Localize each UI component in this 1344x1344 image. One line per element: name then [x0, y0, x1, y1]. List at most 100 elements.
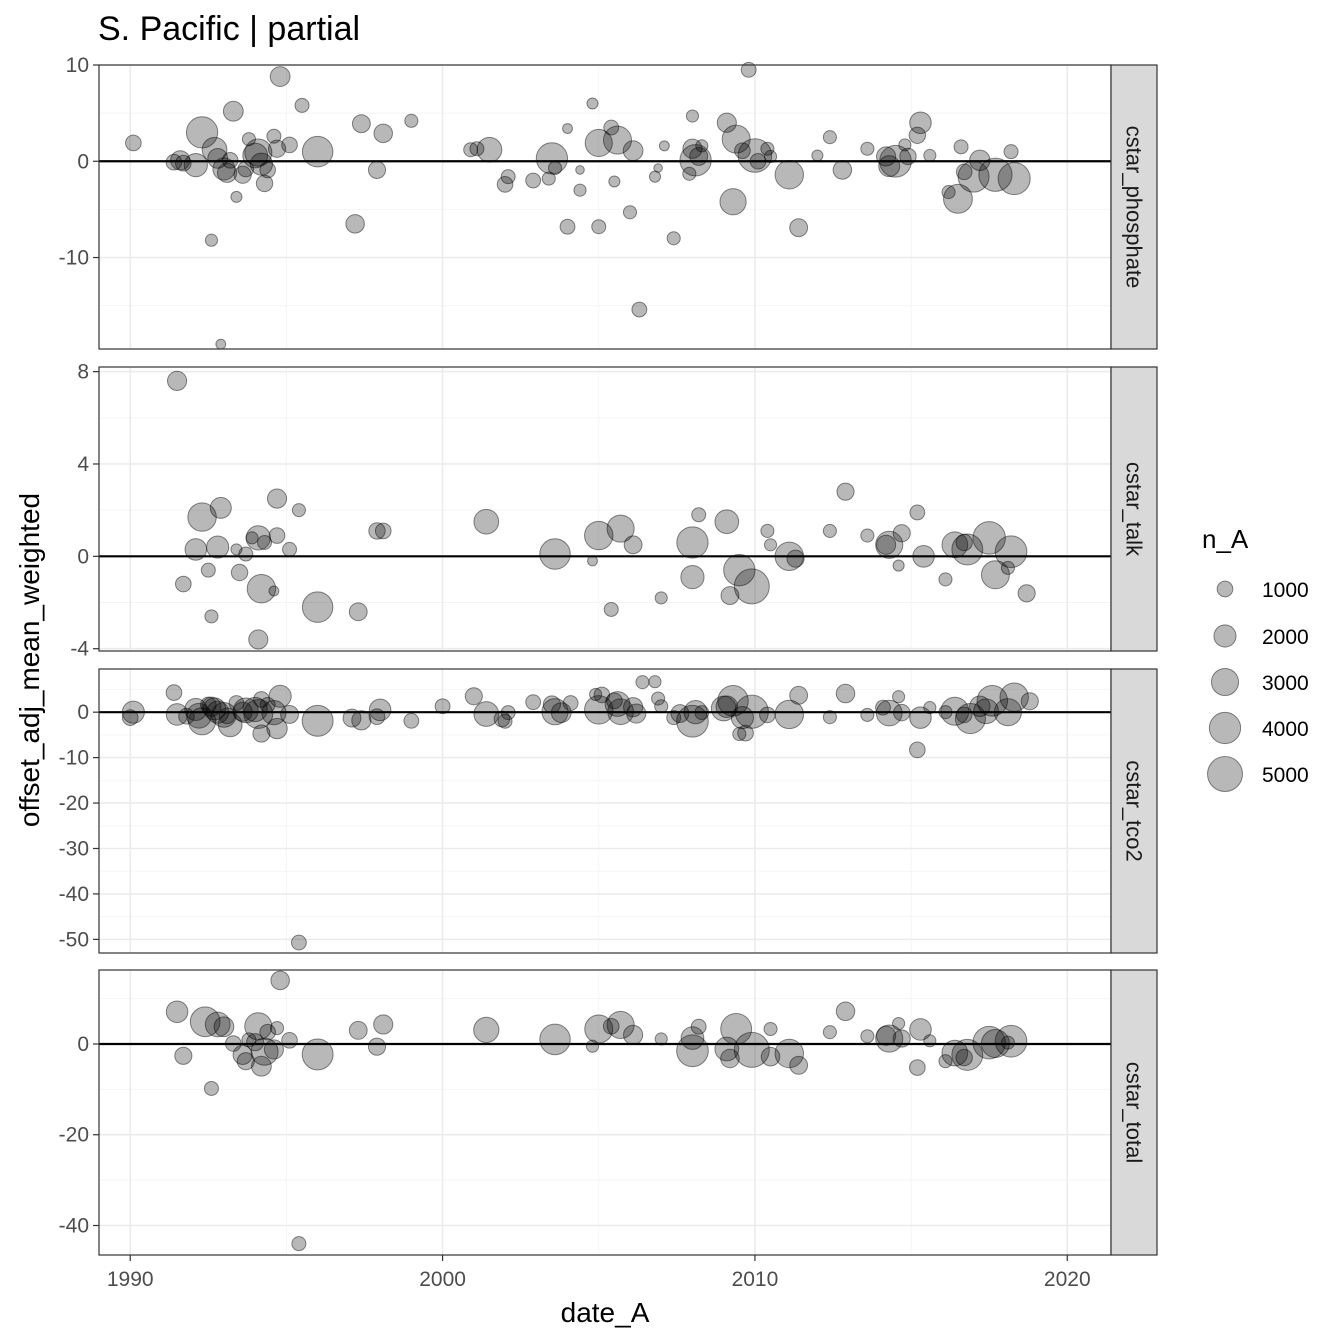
data-point: [185, 116, 219, 149]
data-point: [539, 538, 571, 570]
data-point: [368, 522, 386, 540]
data-point: [211, 702, 237, 728]
data-point: [951, 1038, 984, 1071]
data-point: [892, 690, 906, 704]
data-point: [682, 166, 697, 181]
data-point: [294, 97, 310, 113]
data-point: [221, 151, 239, 169]
data-point: [694, 705, 710, 721]
data-point: [789, 1055, 809, 1075]
data-point: [690, 1018, 707, 1035]
data-point: [763, 538, 778, 552]
data-point: [860, 141, 875, 156]
points-cstar-phosphate: [125, 61, 1031, 350]
data-point: [253, 691, 270, 708]
data-point: [584, 520, 614, 551]
y-tick-label: 0: [77, 701, 89, 724]
data-point: [301, 704, 334, 737]
chart-title: S. Pacific | partial: [98, 10, 360, 48]
data-point: [908, 126, 927, 144]
data-point: [836, 482, 855, 501]
panel-background: [99, 65, 1111, 349]
data-point: [941, 531, 969, 559]
data-point: [204, 1011, 231, 1038]
legend-key-background: [1204, 614, 1246, 658]
data-point: [689, 147, 709, 166]
data-point: [562, 123, 573, 134]
size-legend: n_A 1000 2000 3000 4000 5000: [1202, 524, 1309, 796]
data-point: [955, 706, 973, 724]
data-point: [943, 183, 973, 214]
data-point: [525, 694, 542, 711]
data-point: [535, 142, 569, 175]
data-point: [259, 1023, 276, 1041]
data-point: [954, 702, 986, 735]
data-point: [626, 703, 647, 724]
data-point: [604, 691, 631, 717]
data-point: [876, 146, 897, 167]
data-point: [676, 704, 709, 738]
data-point: [691, 507, 707, 523]
data-point: [737, 138, 773, 173]
y-tick-label: -10: [59, 747, 89, 770]
data-point: [606, 1010, 635, 1039]
data-point: [923, 148, 937, 163]
y-tick-label: -50: [59, 928, 89, 951]
data-point: [676, 526, 709, 559]
data-point: [951, 533, 984, 566]
legend-key-point: [1213, 624, 1237, 648]
data-point: [174, 1046, 193, 1065]
data-point: [994, 1024, 1028, 1058]
data-point: [473, 1016, 500, 1044]
data-point: [685, 109, 700, 123]
data-point: [717, 685, 749, 717]
data-point: [541, 171, 556, 186]
x-axis-title: date_A: [561, 1297, 650, 1328]
points-cstar-total: [165, 970, 1028, 1252]
data-point: [1017, 584, 1036, 603]
data-point: [899, 147, 917, 166]
panel-background: [99, 970, 1111, 1255]
y-tick-label: 8: [77, 361, 89, 384]
data-point: [189, 1006, 221, 1038]
data-point: [860, 528, 875, 543]
data-point: [955, 1048, 973, 1067]
data-point: [230, 190, 243, 203]
data-point: [246, 573, 277, 604]
data-point: [259, 161, 276, 179]
x-axis: 1990 2000 2010 2020: [107, 1255, 1091, 1291]
data-point: [892, 559, 905, 572]
data-point: [723, 554, 756, 587]
data-point: [248, 629, 269, 650]
data-point: [202, 697, 227, 721]
data-point: [246, 1033, 265, 1052]
data-point: [972, 521, 1006, 555]
data-point: [606, 692, 623, 710]
data-point: [976, 685, 1009, 717]
data-point: [345, 214, 365, 234]
data-point: [257, 534, 273, 550]
data-point: [170, 150, 191, 171]
data-point: [230, 543, 243, 556]
data-point: [749, 152, 767, 170]
data-point: [586, 97, 599, 110]
legend-key-point: [1207, 756, 1243, 792]
legend-key-background: [1204, 567, 1246, 611]
data-point: [261, 699, 287, 726]
data-point: [909, 1059, 926, 1076]
data-point: [1000, 560, 1015, 575]
data-point: [603, 601, 619, 617]
data-point: [666, 710, 682, 726]
data-point: [351, 114, 371, 134]
data-point: [367, 1037, 387, 1056]
data-point: [651, 691, 666, 706]
facet-strip-label: cstar_phosphate: [1122, 126, 1147, 289]
data-point: [938, 1054, 953, 1069]
data-point: [734, 142, 751, 160]
data-point: [342, 708, 362, 728]
data-point: [719, 188, 747, 216]
data-point: [670, 704, 690, 723]
data-point: [654, 591, 668, 605]
legend-label: 4000: [1262, 718, 1309, 741]
data-point: [228, 695, 245, 712]
